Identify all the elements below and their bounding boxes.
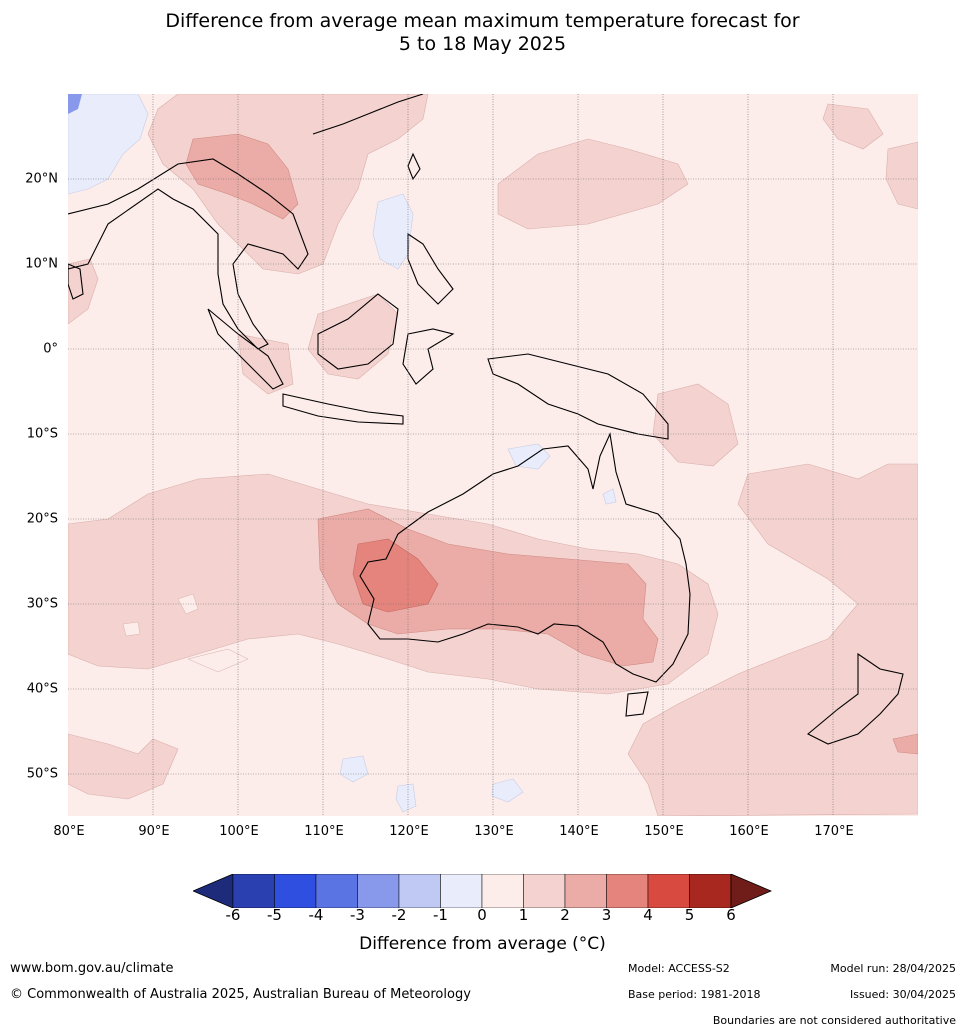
- colorbar-segment: [232, 874, 275, 908]
- lat-label-0: 0°: [43, 341, 58, 357]
- lon-label-140e: 140°E: [559, 824, 599, 839]
- colorbar-tick-label: 6: [726, 906, 736, 924]
- colorbar-segment: [564, 874, 607, 908]
- lon-label-160e: 160°E: [729, 824, 769, 839]
- lon-label-120e: 120°E: [389, 824, 429, 839]
- colorbar-extend-low: [193, 874, 234, 908]
- colorbar-tick-label: 5: [684, 906, 695, 924]
- lon-label-170e: 170°E: [814, 824, 854, 839]
- anomaly-cool-patches: [68, 94, 617, 813]
- colorbar-tick-label: -6: [225, 906, 241, 924]
- lat-label-10n: 10°N: [25, 256, 58, 272]
- australia-coast: [359, 432, 691, 683]
- colorbar-segment: [440, 874, 483, 908]
- temperature-anomaly-map: [68, 94, 918, 816]
- colorbar-tick-label: 2: [560, 906, 570, 924]
- lon-label-100e: 100°E: [219, 824, 259, 839]
- map-title: Difference from average mean maximum tem…: [0, 10, 965, 56]
- colorbar-tick-label: -5: [267, 906, 282, 924]
- lat-label-20n: 20°N: [25, 171, 58, 187]
- new-guinea-coast: [487, 353, 669, 440]
- colorbar-label: Difference from average (°C): [359, 934, 606, 954]
- website-link[interactable]: www.bom.gov.au/climate: [10, 961, 174, 976]
- graticule: [68, 94, 918, 816]
- copyright-text: © Commonwealth of Australia 2025, Austra…: [10, 987, 471, 1002]
- colorbar-legend: [193, 874, 773, 908]
- lon-label-80e: 80°E: [53, 824, 85, 839]
- colorbar-segment: [523, 874, 566, 908]
- colorbar-segment: [481, 874, 524, 908]
- philippines-coast: [407, 232, 454, 305]
- colorbar-tick-label: -4: [308, 906, 324, 924]
- colorbar-tick-label: -3: [350, 906, 365, 924]
- title-line-1: Difference from average mean maximum tem…: [165, 10, 800, 32]
- colorbar-segment: [606, 874, 649, 908]
- coastlines: [68, 94, 904, 745]
- sri-lanka-coast: [68, 263, 84, 300]
- lat-label-40s: 40°S: [26, 681, 58, 697]
- colorbar-segment: [689, 874, 732, 908]
- borneo-coast: [317, 293, 399, 370]
- colorbar-tick-label: -2: [391, 906, 407, 924]
- sulawesi-coast: [402, 328, 455, 385]
- sumatra-coast: [207, 308, 284, 390]
- title-line-2: 5 to 18 May 2025: [398, 33, 567, 55]
- colorbar-extend-high: [730, 874, 773, 908]
- java-coast: [282, 393, 404, 425]
- disclaimer-text: Boundaries are not considered authoritat…: [712, 1014, 956, 1027]
- new-zealand-coast: [807, 652, 904, 745]
- colorbar-tick-label: 1: [518, 906, 529, 924]
- colorbar-tick-label: 0: [477, 906, 487, 924]
- colorbar-segment: [315, 874, 358, 908]
- colorbar-segment: [398, 874, 441, 908]
- anomaly-cool-corner: [68, 94, 82, 114]
- lon-label-90e: 90°E: [138, 824, 170, 839]
- issued-text: Issued: 30/04/2025: [849, 988, 956, 1001]
- colorbar-tick-label: 4: [643, 906, 653, 924]
- lat-label-30s: 30°S: [26, 596, 58, 612]
- tasmania-coast: [625, 691, 649, 717]
- model-run-text: Model run: 28/04/2025: [830, 962, 956, 975]
- colorbar-tick-label: -1: [433, 906, 448, 924]
- lon-label-130e: 130°E: [474, 824, 514, 839]
- lat-label-10s: 10°S: [26, 426, 58, 442]
- lat-label-20s: 20°S: [26, 511, 58, 527]
- model-text: Model: ACCESS-S2: [628, 962, 730, 975]
- lat-label-50s: 50°S: [26, 766, 58, 782]
- colorbar-segment: [357, 874, 400, 908]
- colorbar-segment: [647, 874, 690, 908]
- colorbar-segment: [274, 874, 317, 908]
- lon-label-110e: 110°E: [304, 824, 344, 839]
- base-period-text: Base period: 1981-2018: [628, 988, 761, 1001]
- colorbar-tick-label: 3: [601, 906, 612, 924]
- lon-label-150e: 150°E: [644, 824, 684, 839]
